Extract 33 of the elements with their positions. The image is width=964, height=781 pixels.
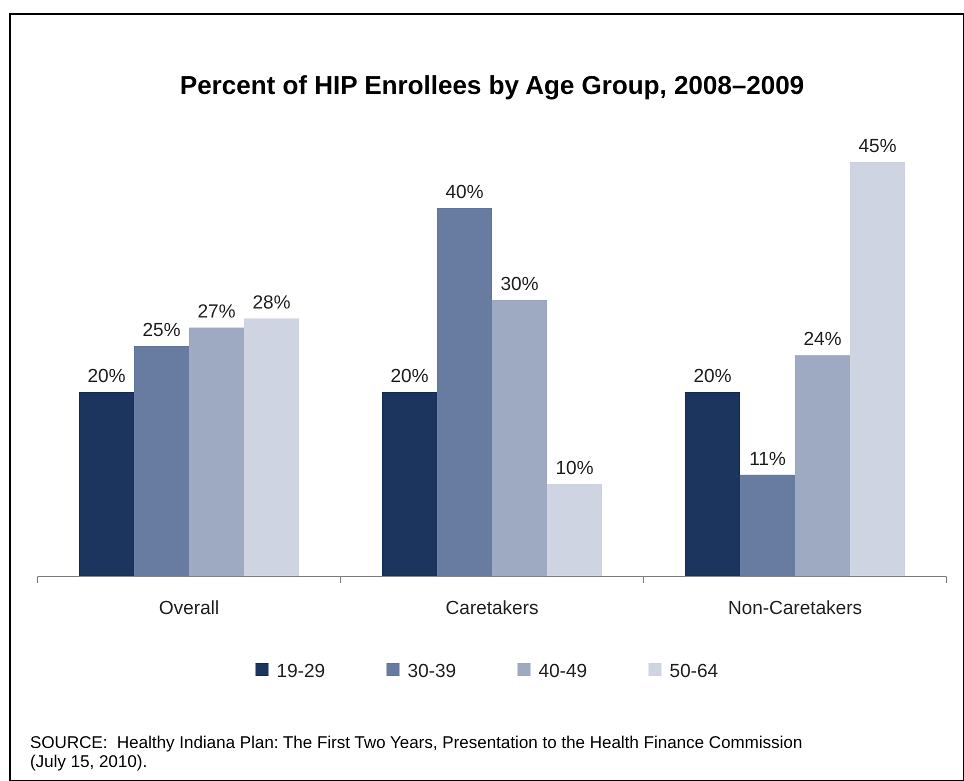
data-label: 20% xyxy=(87,366,126,387)
bar xyxy=(437,208,492,576)
x-tick-label: Non-Caretakers xyxy=(728,598,862,619)
data-label: 30% xyxy=(500,274,539,295)
data-label: 10% xyxy=(555,458,594,479)
bar xyxy=(546,484,602,576)
legend-label: 30-39 xyxy=(408,661,456,682)
bar xyxy=(79,392,134,576)
data-label: 24% xyxy=(803,329,842,350)
legend-label: 40-49 xyxy=(538,661,588,682)
data-label: 27% xyxy=(197,302,236,323)
bar xyxy=(382,392,438,576)
data-label: 11% xyxy=(749,448,786,470)
data-label: 25% xyxy=(142,320,181,341)
bar xyxy=(795,355,850,576)
bar xyxy=(850,162,905,576)
data-label: 45% xyxy=(858,136,897,157)
x-tick-label: Overall xyxy=(158,598,220,619)
bar xyxy=(492,300,547,576)
data-label: 20% xyxy=(390,366,429,387)
chart-title: Percent of HIP Enrollees by Age Group, 2008–2009 xyxy=(180,70,804,100)
source-note: SOURCE: Healthy Indiana Plan: The First Two Years, Presentation to the Health Finance Commission (July 15, 2010). xyxy=(30,733,802,771)
data-label: 28% xyxy=(252,292,291,314)
data-label: 40% xyxy=(445,182,484,203)
bar xyxy=(134,346,189,576)
data-label: 20% xyxy=(693,366,732,387)
bar xyxy=(740,474,795,576)
legend-label: 19-29 xyxy=(276,661,326,682)
x-tick-label: Caretakers xyxy=(446,598,538,619)
bar xyxy=(685,392,740,576)
bar xyxy=(244,318,299,576)
legend-label: 50-64 xyxy=(670,661,719,682)
bar xyxy=(189,328,244,576)
